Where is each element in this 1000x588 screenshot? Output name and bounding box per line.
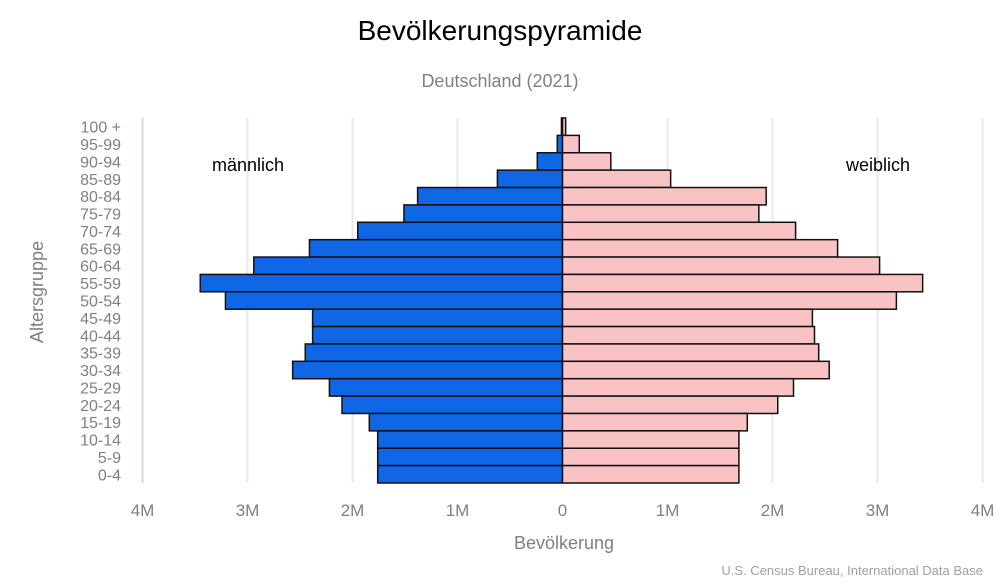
y-tick-label: 50-54 bbox=[80, 294, 121, 311]
y-tick-label: 90-94 bbox=[80, 154, 121, 171]
bar-male bbox=[536, 152, 564, 171]
y-tick-label: 100 + bbox=[81, 120, 121, 137]
bar-male bbox=[304, 343, 564, 363]
bar-female bbox=[561, 412, 749, 432]
bar-male bbox=[403, 204, 564, 224]
x-tick-label: 0 bbox=[558, 501, 567, 520]
bar-female bbox=[561, 308, 814, 328]
bar-female bbox=[561, 221, 797, 241]
bar-male bbox=[496, 169, 564, 189]
bar-female bbox=[561, 134, 581, 154]
chart-title: Bevölkerungspyramide bbox=[358, 15, 643, 46]
bar-female bbox=[561, 256, 881, 276]
x-tick-label: 3M bbox=[866, 501, 890, 520]
y-tick-label: 80-84 bbox=[80, 189, 121, 206]
x-tick-label: 4M bbox=[971, 501, 995, 520]
bar-female bbox=[561, 360, 830, 380]
x-axis-label: Bevölkerung bbox=[514, 533, 614, 553]
x-tick-label: 3M bbox=[236, 501, 260, 520]
bars bbox=[199, 117, 924, 484]
x-tick-label: 2M bbox=[341, 501, 365, 520]
y-tick-label: 35-39 bbox=[80, 346, 121, 363]
bar-female bbox=[561, 377, 795, 397]
y-tick-label: 40-44 bbox=[80, 328, 121, 345]
bar-female bbox=[561, 343, 820, 363]
y-tick-label: 10-14 bbox=[80, 433, 121, 450]
legend-male: männlich bbox=[212, 155, 284, 175]
x-tick-label: 4M bbox=[131, 501, 155, 520]
bar-male bbox=[376, 464, 564, 484]
bar-female bbox=[561, 152, 612, 171]
bar-female bbox=[561, 325, 816, 345]
y-tick-label: 65-69 bbox=[80, 241, 121, 258]
bar-female bbox=[561, 204, 760, 224]
y-tick-label: 60-64 bbox=[80, 259, 121, 276]
y-tick-label: 20-24 bbox=[80, 398, 121, 415]
bar-male bbox=[341, 395, 564, 415]
bar-male bbox=[311, 325, 564, 345]
bar-female bbox=[561, 430, 740, 449]
y-tick-label: 45-49 bbox=[80, 311, 121, 328]
bar-male bbox=[416, 186, 564, 206]
bar-female bbox=[561, 291, 898, 310]
bar-female bbox=[561, 395, 779, 415]
bar-male bbox=[311, 308, 564, 328]
y-tick-label: 5-9 bbox=[98, 450, 121, 467]
bar-male bbox=[368, 412, 564, 432]
x-tick-labels: 4M 3M 2M 1M 0 1M 2M 3M 4M bbox=[131, 501, 995, 520]
y-tick-labels: 100 +95-9990-9485-8980-8475-7970-7465-69… bbox=[80, 120, 121, 485]
y-tick-label: 0-4 bbox=[98, 467, 121, 484]
y-tick-label: 95-99 bbox=[80, 137, 121, 154]
legend-female: weiblich bbox=[845, 155, 910, 175]
y-tick-label: 15-19 bbox=[80, 415, 121, 432]
bar-male bbox=[357, 221, 564, 241]
bar-male bbox=[556, 134, 564, 154]
bar-male bbox=[199, 273, 564, 293]
bar-female bbox=[561, 273, 924, 293]
bar-male bbox=[308, 238, 564, 258]
bar-female bbox=[561, 169, 672, 189]
y-tick-label: 70-74 bbox=[80, 224, 121, 241]
y-tick-label: 55-59 bbox=[80, 276, 121, 293]
source-note: U.S. Census Bureau, International Data B… bbox=[721, 563, 983, 578]
y-tick-label: 25-29 bbox=[80, 380, 121, 397]
bar-male bbox=[224, 291, 564, 310]
chart-subtitle: Deutschland (2021) bbox=[421, 71, 578, 91]
y-tick-label: 75-79 bbox=[80, 207, 121, 224]
bar-male bbox=[328, 377, 564, 397]
bar-female bbox=[561, 117, 567, 137]
y-axis-label: Altersgruppe bbox=[27, 241, 47, 343]
bar-male bbox=[253, 256, 564, 276]
x-tick-label: 1M bbox=[446, 501, 470, 520]
x-tick-label: 2M bbox=[761, 501, 785, 520]
bar-male bbox=[376, 447, 564, 467]
bar-female bbox=[561, 238, 839, 258]
bar-male bbox=[376, 430, 564, 449]
bar-male bbox=[291, 360, 564, 380]
bar-female bbox=[561, 464, 740, 484]
bar-female bbox=[561, 447, 740, 467]
y-tick-label: 85-89 bbox=[80, 172, 121, 189]
x-tick-label: 1M bbox=[656, 501, 680, 520]
bar-female bbox=[561, 186, 767, 206]
y-tick-label: 30-34 bbox=[80, 363, 121, 380]
